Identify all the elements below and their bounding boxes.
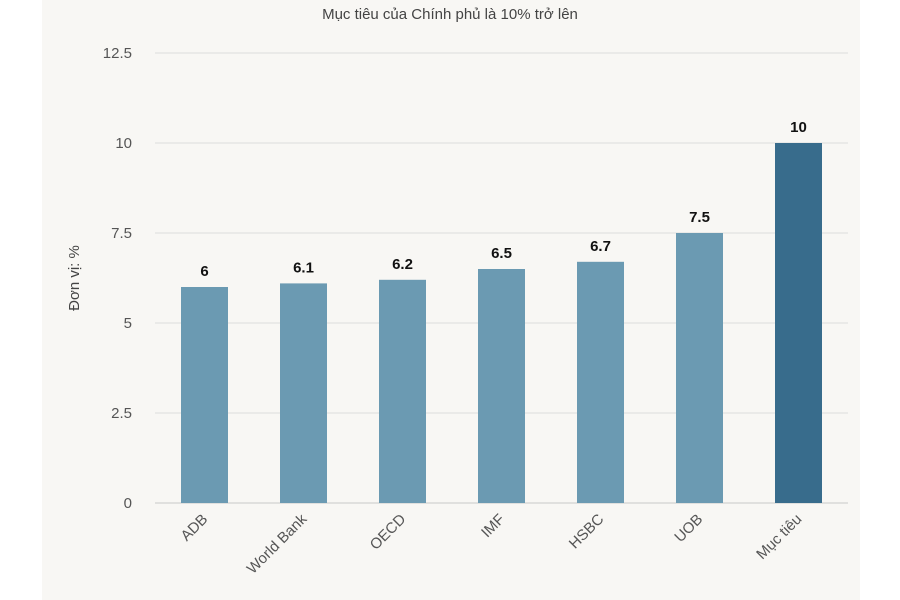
bar [676,233,723,503]
y-tick-label: 12.5 [103,45,132,62]
chart-background [42,0,860,600]
x-axis-ticks: ADB World Bank OECD IMF HSBC UOB Mục tiêu [177,510,805,577]
data-label: 6.5 [491,245,512,262]
x-tick-label: World Bank [244,510,311,577]
x-tick-label: IMF [478,511,508,541]
y-tick-label: 2.5 [111,405,132,422]
y-tick-label: 5 [124,315,132,332]
data-label: 6 [200,263,208,280]
y-tick-label: 0 [124,495,132,512]
y-axis-label: Đơn vị: % [66,245,83,311]
y-tick-label: 7.5 [111,225,132,242]
y-axis-ticks: 0 2.5 5 7.5 10 12.5 [103,45,132,512]
data-labels: 6 6.1 6.2 6.5 6.7 7.5 10 [200,119,807,280]
x-tick-label: OECD [367,511,410,554]
chart-title: Mục tiêu của Chính phủ là 10% trở lên [322,6,578,23]
bar [280,283,327,503]
x-tick-label: HSBC [566,511,608,553]
data-label: 6.7 [590,238,611,255]
bar [775,143,822,503]
bar [478,269,525,503]
data-label: 6.2 [392,256,413,273]
x-tick-label: ADB [177,511,211,545]
data-label: 7.5 [689,209,710,226]
y-tick-label: 10 [115,135,132,152]
x-tick-label: UOB [671,511,706,546]
x-tick-label: Mục tiêu [753,511,805,563]
bar [577,261,624,503]
bar [181,287,228,503]
data-label: 6.1 [293,259,314,276]
data-label: 10 [790,119,807,136]
bar [379,279,426,503]
bars [181,143,822,503]
